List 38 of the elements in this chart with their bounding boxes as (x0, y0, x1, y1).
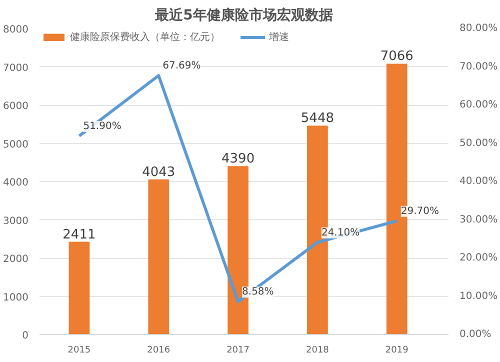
y2-tick-label: 80.00% (460, 23, 498, 34)
x-tick-label: 2016 (147, 346, 170, 356)
y-tick-label: 4000 (3, 178, 29, 188)
y2-tick-label: 10.00% (460, 290, 498, 302)
x-tick-label: 2018 (306, 346, 330, 356)
y-tick-label: 7000 (3, 62, 29, 74)
legend-label: 增速 (269, 30, 289, 44)
legend-label: 健康险原保费收入（单位：亿元） (70, 30, 220, 44)
data-label: 24.10% (321, 227, 360, 238)
data-label: 51.90% (83, 120, 122, 132)
y2-tick-label: 20.00% (460, 252, 498, 264)
y2-tick-label: 70.00% (460, 61, 498, 72)
y-tick-label: 0 (22, 330, 29, 342)
y-tick-label: 8000 (3, 24, 29, 36)
chart-title: 最近5年健康险市场宏观数据 (154, 6, 333, 24)
data-label: 4390 (222, 152, 255, 167)
data-label: 8.58% (242, 286, 274, 298)
y2-tick-label: 40.00% (460, 176, 498, 187)
y2-tick-label: 30.00% (460, 214, 498, 226)
y2-tick-label: 50.00% (460, 138, 498, 149)
data-label: 2411 (62, 227, 96, 242)
data-label: 67.69% (162, 60, 201, 72)
y2-tick-label: 60.00% (460, 100, 498, 110)
y-tick-label: 1000 (3, 292, 29, 304)
bar (148, 179, 170, 334)
y-tick-label: 5000 (3, 139, 29, 150)
y2-tick-label: 0.00% (460, 329, 492, 340)
y-tick-label: 3000 (3, 216, 29, 227)
x-tick-label: 2017 (226, 346, 250, 356)
y-tick-label: 2000 (3, 254, 29, 265)
x-tick-label: 2019 (385, 346, 409, 356)
data-label: 4043 (142, 164, 176, 180)
x-tick-label: 2015 (68, 346, 91, 356)
data-label: 29.70% (400, 206, 440, 217)
data-label: 5448 (300, 111, 334, 126)
data-label: 7066 (380, 49, 414, 64)
y-tick-label: 6000 (3, 101, 29, 112)
bar (68, 242, 90, 334)
